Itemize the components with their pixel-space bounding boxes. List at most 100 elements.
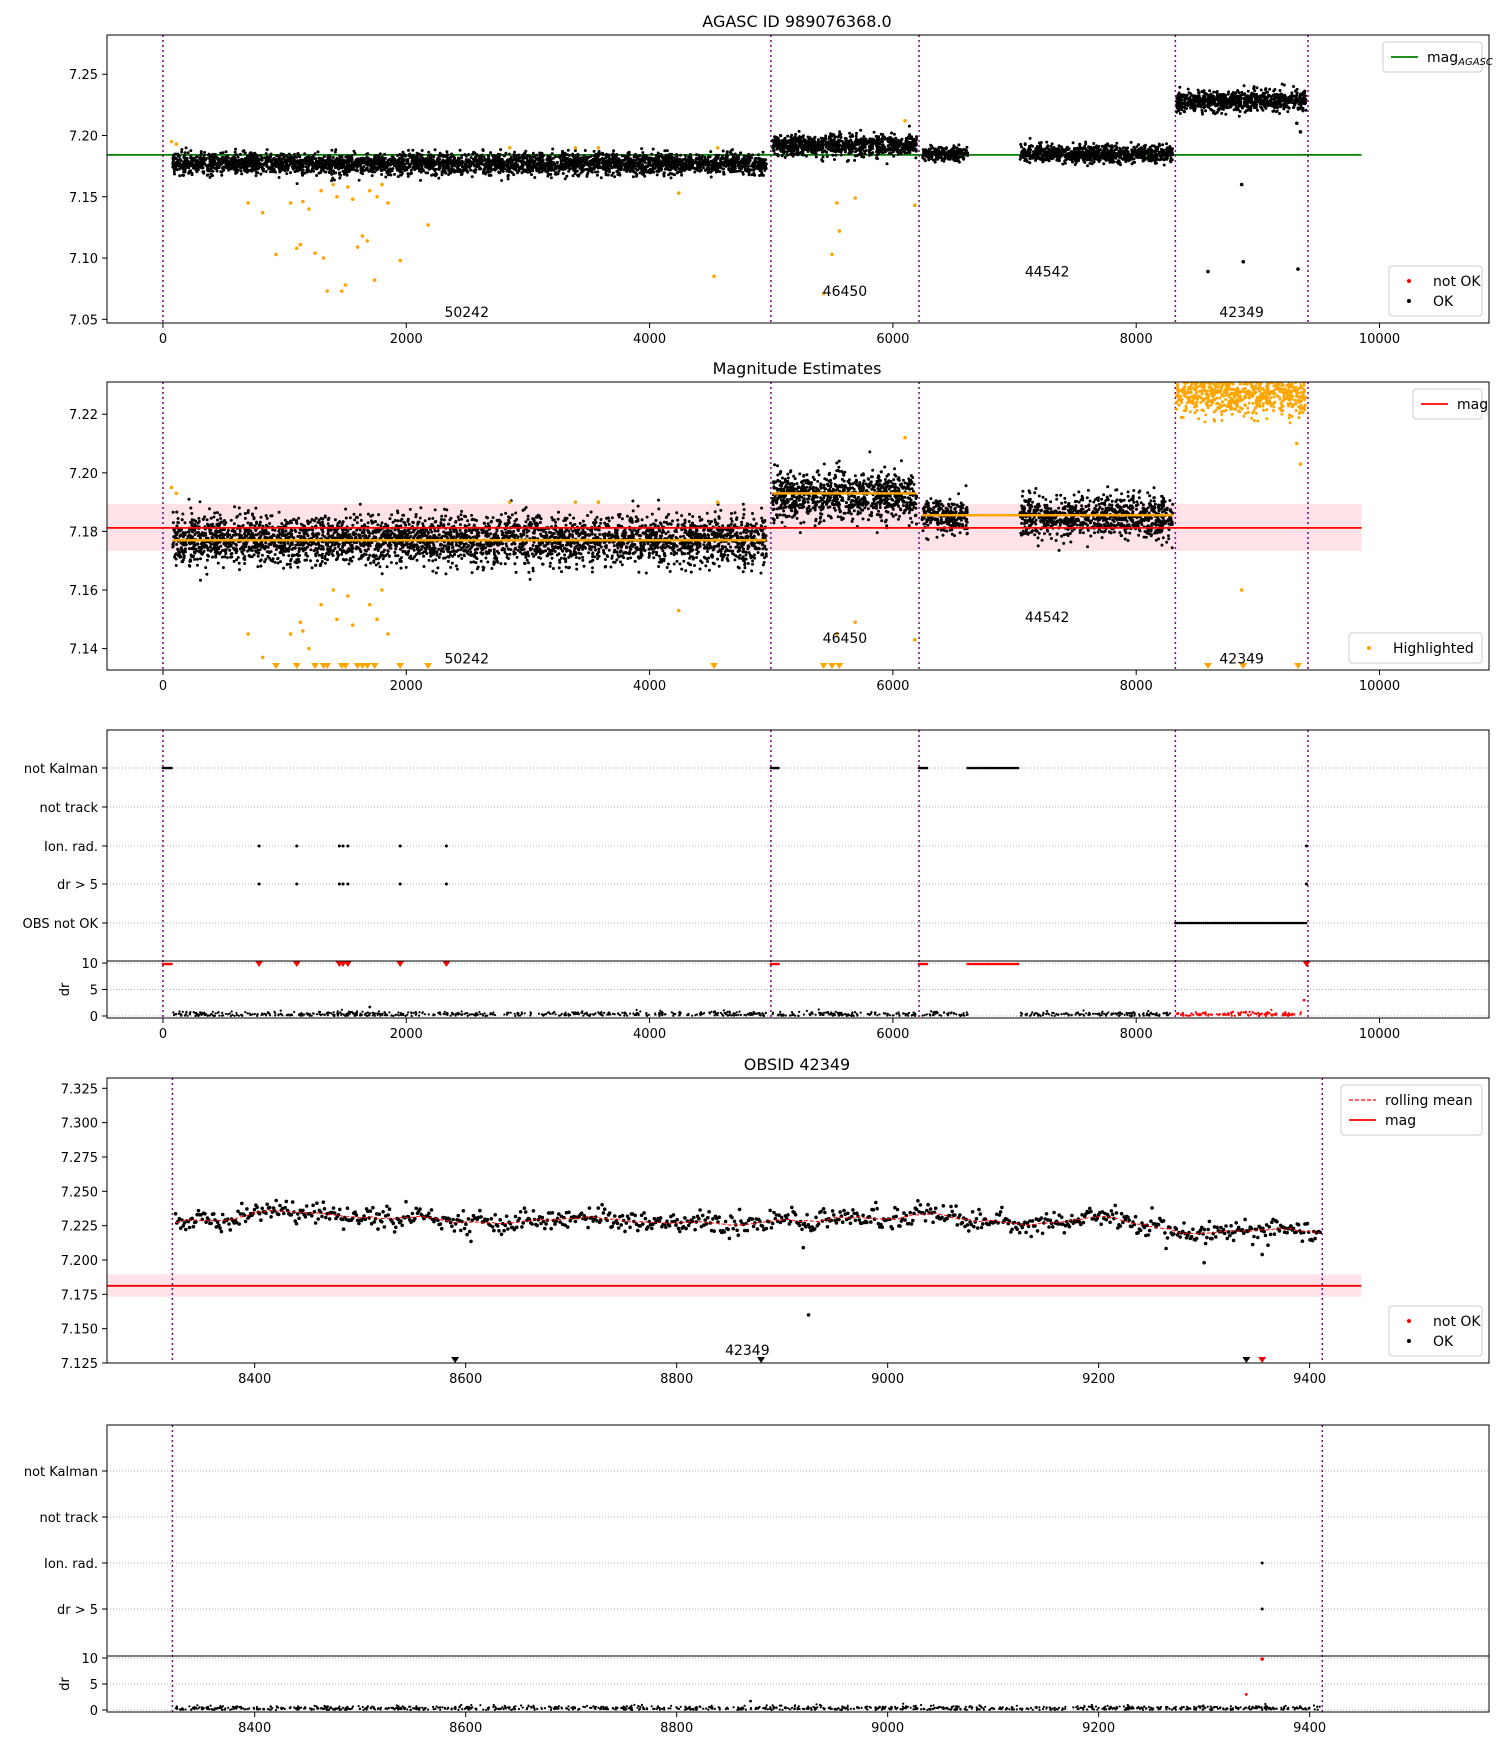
ok-point: [202, 154, 206, 157]
ok-point: [957, 143, 961, 147]
ok-point: [525, 157, 529, 161]
ok-point: [386, 168, 390, 172]
ok-point: [746, 167, 750, 171]
ok-point: [350, 154, 354, 158]
ok-point: [960, 155, 963, 159]
ok-point: [181, 173, 185, 177]
ok-point: [576, 161, 580, 165]
ok-point: [194, 163, 198, 167]
ok-point: [630, 158, 634, 162]
ok-point: [471, 152, 475, 156]
ok-point: [753, 157, 757, 161]
ok-point: [807, 140, 811, 144]
ok-point: [258, 162, 262, 166]
ok-point: [669, 176, 673, 180]
ok-point: [551, 147, 555, 151]
ok-point: [357, 160, 360, 164]
ok-point: [468, 159, 472, 163]
ok-point: [675, 158, 679, 162]
ok-point: [184, 162, 188, 166]
ok-point: [418, 159, 422, 163]
ok-point: [729, 162, 733, 166]
ok-point: [741, 172, 745, 176]
ok-point: [829, 140, 833, 144]
ok-point: [233, 167, 237, 171]
ok-point: [1115, 141, 1119, 145]
ok-point: [1102, 162, 1106, 166]
ok-point: [493, 168, 497, 172]
ok-point: [678, 153, 682, 157]
ok-point: [362, 165, 366, 168]
ok-point: [468, 166, 472, 169]
ok-point: [189, 156, 193, 160]
ok-point: [705, 163, 709, 167]
ok-point: [292, 161, 295, 165]
ok-point: [236, 155, 240, 159]
ok-point: [833, 158, 836, 161]
ok-point: [956, 159, 960, 163]
ok-point: [887, 152, 891, 155]
ok-point: [742, 156, 746, 160]
ok-point: [904, 140, 908, 144]
ok-point: [670, 152, 674, 156]
ok-point: [190, 171, 194, 175]
ok-point: [863, 152, 867, 156]
ok-point: [631, 169, 634, 173]
ok-point: [240, 172, 244, 176]
ok-point: [513, 167, 517, 171]
ok-point: [302, 158, 305, 162]
ok-point: [726, 162, 730, 166]
ok-point: [561, 156, 565, 160]
ok-point: [788, 145, 792, 149]
ok-point: [301, 165, 305, 169]
ok-point: [213, 152, 217, 156]
ok-point: [561, 172, 565, 175]
ok-point: [642, 168, 646, 172]
ok-point: [648, 157, 652, 160]
ok-point: [1092, 142, 1096, 145]
ok-point: [815, 148, 819, 152]
ok-point: [924, 148, 928, 152]
ok-point: [207, 152, 211, 156]
ok-point: [635, 164, 639, 168]
ok-point: [498, 162, 502, 166]
ok-point: [892, 132, 896, 136]
ok-point: [332, 171, 336, 175]
ok-point: [949, 150, 953, 154]
ok-point: [589, 154, 593, 158]
ok-point: [282, 155, 286, 159]
ok-point: [852, 145, 856, 149]
ok-point: [407, 148, 410, 152]
ok-point: [844, 137, 848, 141]
ok-point: [286, 166, 290, 170]
ok-point: [330, 179, 333, 183]
ok-point: [355, 168, 358, 172]
ok-point: [269, 170, 272, 174]
ok-point: [357, 178, 361, 182]
ok-point: [743, 165, 747, 169]
ok-point: [872, 138, 876, 141]
ok-point: [222, 165, 226, 169]
ok-point: [332, 169, 335, 173]
ok-point: [265, 165, 269, 169]
ok-point: [543, 163, 547, 167]
ok-point: [847, 141, 851, 144]
ok-point: [383, 168, 387, 171]
ok-point: [733, 153, 737, 156]
ok-point: [312, 169, 315, 173]
ok-point: [576, 152, 580, 156]
ok-point: [641, 151, 645, 155]
ok-point: [327, 154, 331, 158]
ok-point: [800, 146, 804, 150]
ok-point: [257, 165, 261, 169]
ok-point: [494, 156, 498, 160]
ok-point: [342, 172, 346, 176]
ok-point: [191, 164, 195, 168]
ok-point: [270, 162, 274, 166]
ok-point: [202, 160, 205, 164]
ok-point: [199, 165, 203, 169]
ok-point: [659, 153, 663, 156]
ok-point: [860, 145, 864, 149]
ok-point: [786, 134, 790, 138]
ok-point: [565, 174, 569, 178]
